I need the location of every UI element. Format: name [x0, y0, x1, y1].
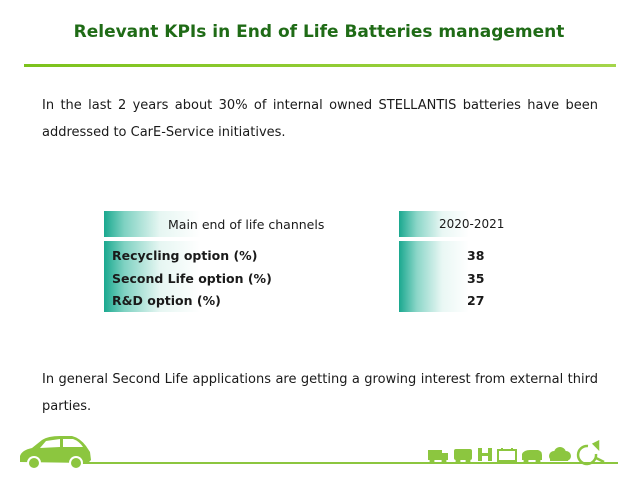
channels-body-background [104, 241, 358, 312]
row-label-second-life: Second Life option (%) [112, 271, 272, 286]
car-icon [20, 436, 91, 470]
channels-column: Main end of life channels Recycling opti… [104, 211, 358, 312]
charging-icon [478, 448, 492, 461]
period-header: 2020-2021 [439, 217, 505, 231]
truck-icon [428, 450, 448, 464]
title-divider [24, 64, 616, 67]
footer-icon-strip [428, 440, 605, 466]
value-second-life: 35 [467, 271, 485, 286]
battery-icon [497, 448, 517, 462]
van-icon [454, 449, 472, 464]
intro-paragraph: In the last 2 years about 30% of interna… [42, 98, 598, 140]
outro-paragraph: In general Second Life applications are … [42, 372, 598, 414]
period-header-background [399, 211, 526, 237]
period-column: 2020-2021 38 35 27 [399, 211, 526, 312]
page-title: Relevant KPIs in End of Life Batteries m… [73, 22, 565, 42]
vehicle-icon [522, 450, 542, 464]
row-label-recycling: Recycling option (%) [112, 248, 258, 263]
recycle-plug-icon [576, 440, 605, 466]
period-body-background [399, 241, 526, 312]
cloud-icon [549, 447, 571, 461]
footer-divider [82, 462, 618, 464]
row-label-rnd: R&D option (%) [112, 293, 221, 308]
value-rnd: 27 [467, 293, 485, 308]
channels-header: Main end of life channels [168, 217, 325, 232]
value-recycling: 38 [467, 248, 485, 263]
channels-header-background [104, 211, 358, 237]
